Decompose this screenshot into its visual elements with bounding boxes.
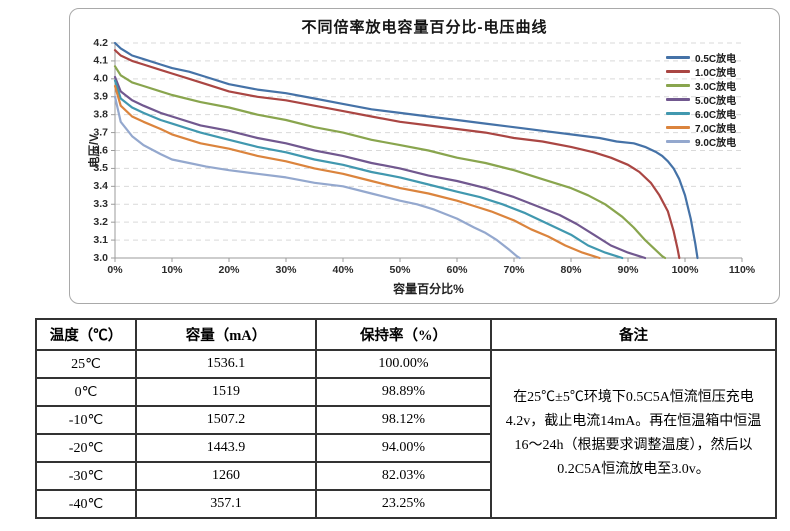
retention-cell: 98.89%	[315, 377, 492, 407]
table-row: -40℃ 357.1 23.25%	[35, 489, 776, 519]
legend-line-icon	[666, 70, 690, 73]
temperature-cell: 0℃	[35, 377, 137, 407]
y-tick-label: 3.1	[93, 234, 108, 246]
x-tick-label: 60%	[446, 264, 468, 276]
x-tick-label: 10%	[161, 264, 183, 276]
x-tick-label: 90%	[617, 264, 639, 276]
legend-item: 1.0C放电	[666, 66, 737, 79]
legend-line-icon	[666, 126, 690, 129]
legend-label: 9.0C放电	[695, 138, 737, 149]
legend-label: 7.0C放电	[695, 124, 737, 135]
series-line-9.0C放电	[113, 95, 521, 260]
y-tick-label: 3.6	[93, 144, 108, 156]
legend-line-icon	[666, 84, 690, 87]
temperature-cell: -30℃	[35, 461, 137, 491]
y-tick-label: 3.4	[93, 180, 108, 192]
retention-cell: 100.00%	[315, 349, 492, 379]
y-tick-label: 4.2	[93, 37, 108, 49]
series-line-0.5C放电	[113, 41, 699, 260]
legend-line-icon	[666, 56, 690, 59]
table-row: -30℃ 1260 82.03%	[35, 461, 776, 491]
table-header-row: 温度（℃） 容量（mA） 保持率（%） 备注	[35, 318, 777, 351]
capacity-cell: 1536.1	[135, 349, 317, 379]
legend-line-icon	[666, 140, 690, 143]
series-line-5.0C放电	[113, 75, 647, 260]
column-header: 备注	[490, 318, 777, 351]
chart-panel: 不同倍率放电容量百分比-电压曲线 4.2 4.1 4.0 3.9 3.8 3.7 3.6 3.…	[69, 8, 780, 304]
legend-label: 1.0C放电	[695, 68, 737, 79]
legend-item: 7.0C放电	[666, 122, 737, 135]
legend-item: 9.0C放电	[666, 136, 737, 149]
x-tick-label: 80%	[560, 264, 582, 276]
x-tick-label: 110%	[729, 264, 756, 276]
note-cell: 在25℃±5℃环境下0.5C5A恒流恒压充电4.2v，截止电流14mA。再在恒温…	[490, 349, 777, 519]
capacity-cell: 1519	[135, 377, 317, 407]
series-line-6.0C放电	[113, 79, 624, 260]
x-tick-label: 40%	[332, 264, 354, 276]
y-tick-label: 4.0	[93, 73, 108, 85]
y-tick-label: 3.0	[93, 252, 108, 264]
y-axis-title: 电压/V	[89, 134, 101, 168]
legend-item: 0.5C放电	[666, 52, 737, 65]
capacity-cell: 1443.9	[135, 433, 317, 463]
y-tick-label: 3.8	[93, 108, 108, 120]
table-row: -10℃ 1507.2 98.12%	[35, 405, 776, 435]
retention-cell: 23.25%	[315, 489, 492, 519]
chart-legend: 0.5C放电 1.0C放电 3.0C放电 5.0C放电 6.0C放电 7.0C放电 9.0C…	[666, 52, 737, 149]
discharge-curves-plot: 4.24.14.03.93.83.73.63.53.43.33.23.13.00…	[93, 37, 756, 276]
y-tick-label: 3.9	[93, 91, 108, 103]
column-header: 保持率（%）	[315, 318, 492, 351]
temperature-cell: 25℃	[35, 349, 137, 379]
capacity-cell: 1260	[135, 461, 317, 491]
series-line-7.0C放电	[113, 84, 601, 260]
y-tick-label: 3.5	[93, 162, 108, 174]
x-tick-label: 70%	[503, 264, 525, 276]
legend-item: 5.0C放电	[666, 94, 737, 107]
legend-item: 3.0C放电	[666, 80, 737, 93]
retention-cell: 82.03%	[315, 461, 492, 491]
table-row: 25℃ 1536.1 100.00% 在25℃±5℃环境下0.5C5A恒流恒压充电4.…	[35, 349, 777, 519]
x-tick-label: 50%	[389, 264, 411, 276]
capacity-cell: 357.1	[135, 489, 317, 519]
legend-label: 0.5C放电	[695, 54, 737, 65]
y-tick-label: 4.1	[93, 55, 108, 67]
x-axis-title: 容量百分比%	[393, 282, 464, 296]
column-header: 温度（℃）	[35, 318, 137, 351]
temperature-cell: -10℃	[35, 405, 137, 435]
y-tick-label: 3.3	[93, 198, 108, 210]
legend-line-icon	[666, 112, 690, 115]
temperature-cell: -40℃	[35, 489, 137, 519]
y-tick-label: 3.2	[93, 216, 108, 228]
retention-cell: 94.00%	[315, 433, 492, 463]
legend-line-icon	[666, 98, 690, 101]
retention-cell: 98.12%	[315, 405, 492, 435]
chart-title: 不同倍率放电容量百分比-电压曲线	[301, 19, 548, 36]
y-tick-label: 3.7	[93, 126, 108, 138]
temperature-cell: -20℃	[35, 433, 137, 463]
legend-label: 5.0C放电	[695, 96, 737, 107]
table-row: 0℃ 1519 98.89%	[35, 377, 776, 407]
temperature-capacity-table: 温度（℃） 容量（mA） 保持率（%） 备注 25℃ 1536.1 100.00% 在25℃…	[35, 318, 777, 519]
x-tick-label: 20%	[218, 264, 240, 276]
series-line-1.0C放电	[113, 49, 681, 260]
x-tick-label: 100%	[672, 264, 700, 276]
column-header: 容量（mA）	[135, 318, 317, 351]
legend-label: 3.0C放电	[695, 82, 737, 93]
x-tick-label: 0%	[107, 264, 123, 276]
table-row: -20℃ 1443.9 94.00%	[35, 433, 776, 463]
legend-item: 6.0C放电	[666, 108, 737, 121]
series-line-3.0C放电	[113, 65, 667, 260]
capacity-cell: 1507.2	[135, 405, 317, 435]
x-tick-label: 30%	[275, 264, 297, 276]
legend-label: 6.0C放电	[695, 110, 737, 121]
